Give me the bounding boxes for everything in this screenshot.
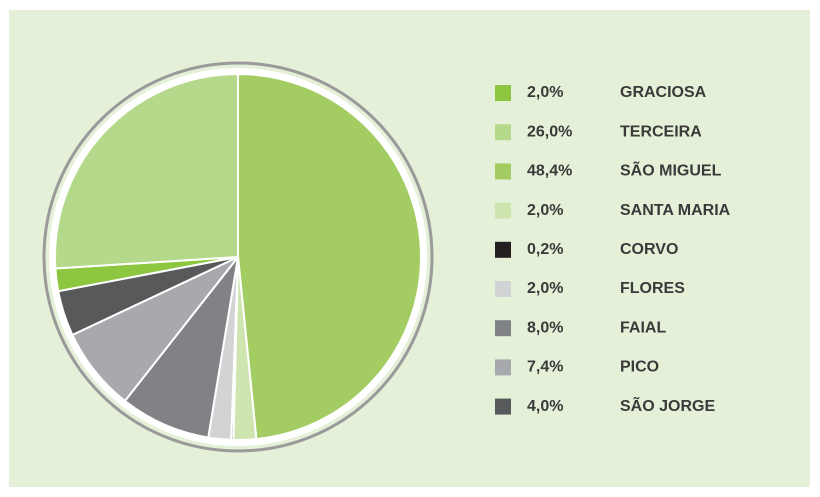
legend-value: 2,0% (527, 202, 563, 219)
legend-swatch (495, 202, 511, 219)
legend-swatch (495, 359, 511, 376)
pie-slice (237, 72, 422, 441)
legend-swatch (495, 398, 511, 415)
legend-value: 4,0% (527, 398, 563, 415)
pie-ring (42, 61, 434, 453)
legend-swatch (495, 241, 511, 258)
legend-label: FAIAL (620, 319, 666, 336)
legend-value: 26,0% (527, 123, 572, 140)
pie-slice (123, 256, 239, 439)
legend-swatch (495, 124, 511, 141)
legend-value: 2,0% (527, 280, 563, 297)
pie-slice (54, 72, 239, 270)
pie-slice (57, 256, 239, 337)
legend-swatch (495, 281, 511, 297)
legend-label: FLORES (620, 280, 685, 297)
legend-value: 7,4% (527, 359, 563, 376)
legend-value: 0,2% (527, 241, 563, 258)
legend-label: PICO (620, 359, 659, 376)
legend-label: CORVO (620, 241, 678, 258)
legend-label: SANTA MARIA (620, 202, 731, 219)
legend-value: 2,0% (527, 84, 563, 101)
legend-label: TERCEIRA (620, 123, 702, 140)
legend-value: 48,4% (527, 163, 572, 180)
legend-label: SÃO JORGE (620, 395, 715, 415)
legend-swatch (495, 85, 511, 101)
legend-value: 8,0% (527, 319, 563, 336)
legend-swatch (495, 320, 511, 337)
legend-swatch (495, 163, 511, 180)
legend-label: GRACIOSA (620, 84, 707, 101)
legend-label: SÃO MIGUEL (620, 160, 722, 180)
